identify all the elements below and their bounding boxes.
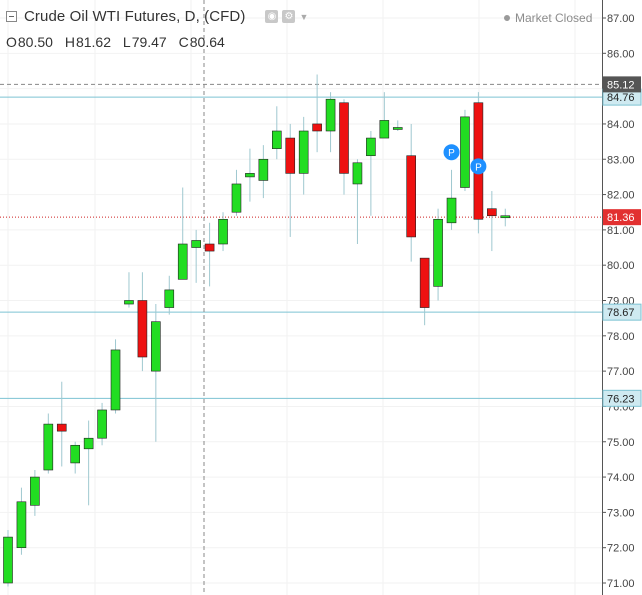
y-tick-label: 75.00 bbox=[607, 437, 635, 449]
pattern-marker-icon[interactable] bbox=[470, 158, 487, 175]
candle[interactable] bbox=[339, 102, 349, 174]
low-label: L bbox=[122, 34, 131, 50]
candle[interactable] bbox=[56, 423, 67, 432]
candle[interactable] bbox=[110, 349, 121, 411]
level-price-label-box bbox=[602, 389, 642, 407]
y-tick-label: 87.00 bbox=[607, 13, 635, 25]
candle[interactable] bbox=[3, 536, 13, 584]
candle[interactable] bbox=[83, 437, 94, 450]
y-tick-label: 84.00 bbox=[607, 119, 635, 131]
y-tick-label: 74.00 bbox=[607, 472, 635, 484]
candle[interactable] bbox=[124, 300, 134, 305]
chevron-down-icon[interactable]: ▼ bbox=[299, 11, 309, 22]
candle[interactable] bbox=[312, 123, 322, 132]
candle[interactable] bbox=[325, 98, 336, 132]
y-tick-label: 86.00 bbox=[607, 48, 635, 60]
y-tick-label: 71.00 bbox=[607, 578, 635, 590]
level-price-label: 78.67 bbox=[607, 307, 635, 319]
close-value: 80.64 bbox=[189, 34, 225, 50]
candle[interactable] bbox=[379, 120, 390, 139]
open-label: O bbox=[6, 34, 17, 50]
candle[interactable] bbox=[151, 321, 161, 372]
open-value: 80.50 bbox=[17, 34, 53, 50]
chart-legend: Crude Oil WTI Futures, D, (CFD) ◉ ⚙ ▼ bbox=[6, 8, 308, 25]
y-tick-label: 77.00 bbox=[607, 366, 635, 378]
pattern-marker-label: P bbox=[475, 162, 482, 173]
candle[interactable] bbox=[30, 476, 40, 506]
current-price-label-box bbox=[603, 209, 641, 226]
candle[interactable] bbox=[271, 130, 282, 149]
candle[interactable] bbox=[204, 243, 215, 252]
candle[interactable] bbox=[460, 116, 470, 188]
current-price-label: 81.36 bbox=[607, 212, 635, 224]
candle[interactable] bbox=[258, 158, 269, 181]
crosshair-price-label-box bbox=[603, 76, 641, 93]
candle[interactable] bbox=[231, 183, 242, 213]
level-price-label-box bbox=[602, 303, 642, 321]
candle[interactable] bbox=[97, 409, 107, 439]
y-tick-label: 78.00 bbox=[607, 331, 635, 343]
y-tick-label: 80.00 bbox=[607, 260, 635, 272]
candle[interactable] bbox=[366, 137, 376, 157]
level-price-label: 76.23 bbox=[607, 393, 635, 405]
candle[interactable] bbox=[70, 444, 80, 464]
symbol-title: Crude Oil WTI Futures, D, (CFD) bbox=[24, 8, 246, 25]
candle[interactable] bbox=[16, 501, 27, 548]
candle[interactable] bbox=[419, 257, 430, 308]
eye-icon[interactable]: ◉ bbox=[265, 10, 279, 23]
candle[interactable] bbox=[191, 240, 201, 248]
level-price-label: 84.76 bbox=[607, 92, 635, 104]
y-tick-label: 81.00 bbox=[607, 225, 635, 237]
candle[interactable] bbox=[285, 137, 296, 174]
candle[interactable] bbox=[164, 289, 175, 308]
candle[interactable] bbox=[500, 215, 511, 219]
candle[interactable] bbox=[177, 243, 188, 280]
high-label: H bbox=[64, 34, 75, 50]
close-label: C bbox=[178, 34, 189, 50]
candle[interactable] bbox=[218, 218, 228, 245]
collapse-icon[interactable] bbox=[6, 11, 17, 22]
high-value: 81.62 bbox=[75, 34, 111, 50]
low-value: 79.47 bbox=[131, 34, 167, 50]
candle[interactable] bbox=[446, 197, 457, 224]
market-status-label: Market Closed bbox=[515, 11, 593, 25]
ohlc-values: O80.50 H81.62 L79.47 C80.64 bbox=[6, 34, 233, 50]
candle[interactable] bbox=[392, 127, 403, 130]
y-tick-label: 83.00 bbox=[607, 154, 635, 166]
pattern-marker-label: P bbox=[448, 148, 455, 159]
candle[interactable] bbox=[298, 130, 309, 174]
candle[interactable] bbox=[245, 173, 255, 178]
candle[interactable] bbox=[137, 300, 148, 358]
candle[interactable] bbox=[406, 155, 417, 238]
market-status: Market Closed bbox=[504, 11, 592, 25]
candle[interactable] bbox=[433, 218, 443, 287]
candle[interactable] bbox=[43, 423, 54, 471]
y-tick-label: 72.00 bbox=[607, 543, 635, 555]
y-tick-label: 73.00 bbox=[607, 507, 635, 519]
status-dot-icon bbox=[504, 15, 510, 21]
gear-icon[interactable]: ⚙ bbox=[282, 10, 296, 23]
crosshair-price-label: 85.12 bbox=[607, 79, 635, 91]
y-tick-label: 82.00 bbox=[607, 190, 635, 202]
candle[interactable] bbox=[487, 208, 497, 217]
candle[interactable] bbox=[352, 162, 363, 185]
pattern-marker-icon[interactable] bbox=[443, 144, 460, 161]
